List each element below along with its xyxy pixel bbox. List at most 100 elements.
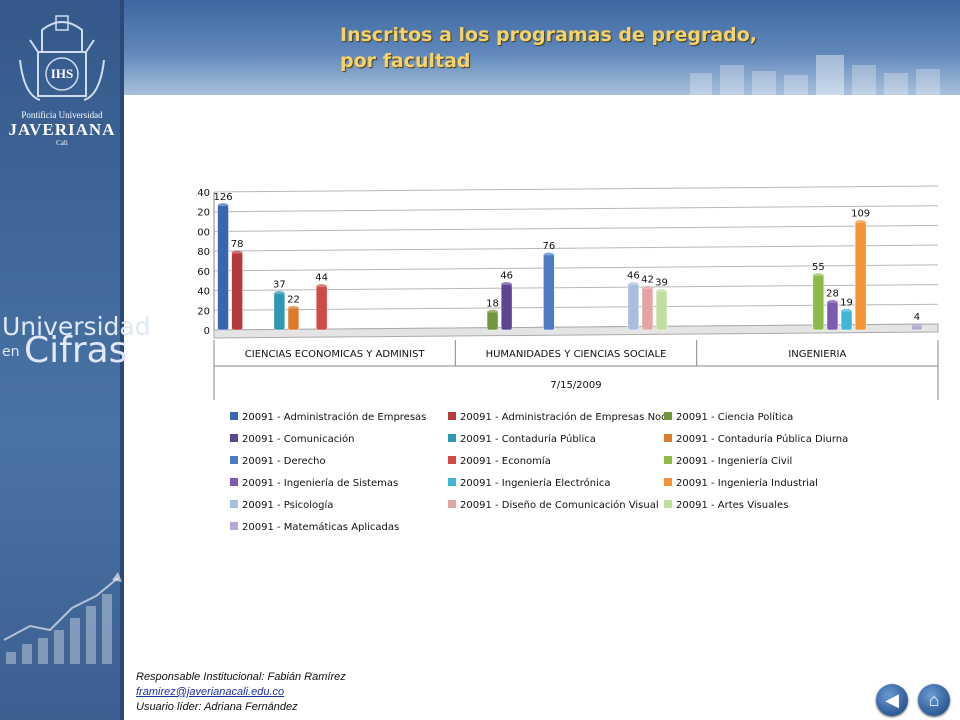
legend-swatch: [230, 522, 238, 530]
data-label: 76: [543, 241, 556, 252]
legend-label: 20091 - Ingeniería Civil: [676, 456, 793, 467]
y-tick-label: 40: [197, 287, 210, 298]
y-tick-label: 80: [197, 247, 210, 258]
home-button[interactable]: ⌂: [918, 684, 950, 716]
legend-swatch: [230, 434, 238, 442]
bar-cap: [273, 291, 285, 297]
legend-item: 20091 - Derecho: [230, 456, 326, 467]
legend-label: 20091 - Administración de Empresas Noc: [460, 412, 667, 423]
legend-swatch: [230, 500, 238, 508]
bar: [641, 288, 654, 331]
bar: [840, 311, 853, 331]
header-deco-bar: [852, 65, 876, 95]
legend-item: 20091 - Artes Visuales: [664, 500, 788, 511]
legend-label: 20091 - Psicología: [242, 500, 334, 511]
legend-item: 20091 - Ciencia Política: [664, 412, 793, 423]
legend-item: 20091 - Contaduría Pública: [448, 434, 596, 445]
bar-cap: [231, 250, 243, 256]
bar: [854, 222, 867, 331]
bar-cap: [826, 299, 838, 305]
legend-label: 20091 - Derecho: [242, 456, 326, 467]
legend-swatch: [664, 456, 672, 464]
gridline: [213, 244, 939, 252]
data-label: 28: [826, 288, 839, 299]
bar-cap: [812, 273, 824, 279]
data-label: 22: [287, 294, 300, 305]
legend-label: 20091 - Matemáticas Aplicadas: [242, 522, 400, 533]
chart-legend: 20091 - Administración de Empresas 20091 …: [230, 412, 870, 534]
chart-floor: [213, 323, 939, 339]
gridline: [213, 185, 939, 193]
legend-item: 20091 - Matemáticas Aplicadas: [230, 522, 399, 533]
legend-label: 20091 - Diseño de Comunicación Visual: [460, 500, 659, 511]
logo-line-1: Pontificia Universidad: [21, 110, 103, 120]
bar: [287, 308, 300, 331]
data-label: 46: [500, 271, 513, 282]
legend-label: 20091 - Ingeniería de Sistemas: [242, 478, 399, 489]
logo-line-2: JAVERIANA: [8, 120, 116, 139]
university-crest: [19, 15, 105, 101]
header-deco-bar: [690, 73, 712, 95]
legend-swatch: [230, 456, 238, 464]
legend-swatch: [664, 412, 672, 420]
y-tick-label: 120: [196, 208, 210, 219]
footer: Responsable Institucional: Fabián Ramíre…: [136, 670, 346, 715]
bar: [315, 286, 328, 331]
home-icon: ⌂: [928, 690, 940, 710]
data-label: 109: [851, 209, 870, 220]
page-title-line-2: por facultad: [340, 50, 471, 72]
bar-cap: [911, 323, 923, 329]
footer-responsible: Responsable Institucional: Fabián Ramíre…: [136, 671, 346, 683]
y-tick-label: 20: [197, 306, 210, 317]
legend-swatch: [448, 500, 456, 508]
bar: [500, 284, 513, 331]
header-band: [124, 0, 960, 95]
back-arrow-icon: ◀: [885, 690, 899, 710]
logo-line-3: Cali: [56, 139, 68, 147]
bar-cap: [656, 289, 668, 295]
legend-item: 20091 - Diseño de Comunicación Visual: [448, 500, 659, 511]
legend-item: 20091 - Administración de Empresas: [230, 412, 426, 423]
bar: [273, 293, 286, 331]
bar: [812, 275, 825, 331]
legend-label: 20091 - Ingeniería Industrial: [676, 478, 818, 489]
chart-svg: 0 20 40 60 80 100 120 140 CIENCIAS ECONOMICAS Y …: [191, 185, 939, 400]
bar-cap: [627, 282, 639, 288]
bar-cap: [855, 220, 867, 226]
sidebar: IHS Pontificia Universidad JAVERIANA Cal…: [0, 0, 151, 720]
header-deco-bar: [784, 75, 808, 95]
bar-cap: [841, 308, 853, 314]
page-title-line-1: Inscritos a los programas de pregrado,: [340, 24, 758, 46]
legend-label: 20091 - Contaduría Pública Diurna: [676, 434, 849, 445]
gridline: [213, 224, 939, 232]
legend-label: 20091 - Contaduría Pública: [460, 434, 596, 445]
sidebar-edge: [120, 0, 124, 720]
header-deco-bar: [916, 69, 940, 95]
legend-label: 20091 - Economía: [460, 456, 551, 467]
header-deco-bar: [752, 71, 776, 95]
bar-cap: [316, 284, 328, 290]
legend-swatch: [664, 434, 672, 442]
bar: [231, 252, 243, 331]
x-axis-title: 7/15/2009: [550, 380, 601, 391]
legend-item: 20091 - Administración de Empresas Noc: [448, 412, 667, 423]
data-label: 126: [213, 192, 232, 203]
data-label: 4: [914, 312, 920, 323]
footer-email-link[interactable]: framirez@javerianacali.edu.co: [136, 686, 285, 698]
legend-swatch: [664, 478, 672, 486]
bar-cap: [487, 309, 499, 315]
bar-chart: 0 20 40 60 80 100 120 140 CIENCIAS ECONOMICAS Y …: [191, 180, 940, 402]
legend-swatch: [448, 434, 456, 442]
data-label: 78: [231, 239, 244, 250]
header-deco-bar: [884, 73, 908, 95]
legend-item: 20091 - Ingeniería Electrónica: [448, 478, 610, 489]
header-deco-bar: [720, 65, 744, 95]
y-tick-label: 0: [204, 326, 210, 337]
data-label: 55: [812, 262, 825, 273]
back-button[interactable]: ◀: [876, 684, 908, 716]
legend-label: 20091 - Artes Visuales: [676, 500, 789, 511]
data-label: 39: [655, 278, 668, 289]
bar: [217, 205, 229, 331]
legend-label: 20091 - Ciencia Política: [676, 412, 794, 423]
gridline: [213, 205, 939, 213]
